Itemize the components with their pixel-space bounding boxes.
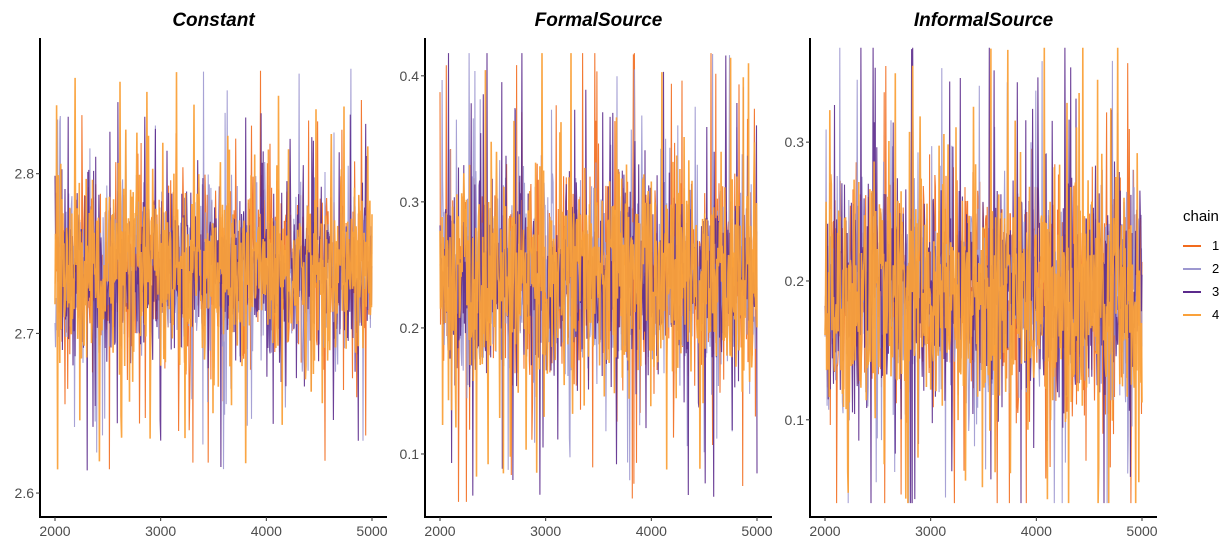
panel-formalsource: FormalSource 0.1 0.2 0.3 0.4 2000 3000 4000 5000 — [400, 10, 773, 539]
legend: chain 1 2 3 4 — [1183, 208, 1229, 326]
legend-swatch — [1183, 313, 1201, 316]
legend-item-chain-1: 1 — [1183, 234, 1229, 257]
panel-constant: Constant 2.6 2.7 2.8 2000 3000 4000 5000 — [15, 10, 388, 539]
y-tick-label: 0.1 — [785, 412, 805, 428]
legend-item-chain-4: 4 — [1183, 303, 1229, 326]
legend-item-chain-2: 2 — [1183, 257, 1229, 280]
panel-informalsource: InformalSource 0.1 0.2 0.3 2000 3000 4000 5000 — [785, 10, 1158, 539]
x-tick-label: 4000 — [636, 523, 667, 539]
panel-title-informalsource: InformalSource — [914, 10, 1054, 31]
y-tick-label: 0.3 — [785, 134, 805, 150]
x-tick-label: 5000 — [1126, 523, 1157, 539]
legend-label: 3 — [1212, 284, 1220, 299]
legend-label: 1 — [1212, 238, 1220, 253]
legend-items: 1 2 3 4 — [1183, 234, 1229, 326]
y-tick-label: 0.1 — [400, 446, 420, 462]
trace-chain-4 — [54, 72, 373, 470]
y-tick-label: 0.2 — [400, 320, 420, 336]
legend-title: chain — [1183, 208, 1219, 225]
x-tick-label: 4000 — [251, 523, 282, 539]
legend-swatch — [1183, 267, 1201, 270]
x-tick-label: 2000 — [424, 523, 455, 539]
trace-chain-4 — [439, 53, 758, 477]
x-tick-label: 5000 — [356, 523, 387, 539]
x-tick-label: 2000 — [39, 523, 70, 539]
x-tick-label: 3000 — [915, 523, 946, 539]
x-tick-label: 4000 — [1021, 523, 1052, 539]
panel-title-formalsource: FormalSource — [535, 10, 663, 31]
panel-title-constant: Constant — [172, 10, 255, 31]
y-tick-label: 2.7 — [15, 325, 35, 341]
legend-label: 2 — [1212, 261, 1220, 276]
legend-label: 4 — [1212, 307, 1220, 322]
legend-swatch — [1183, 244, 1201, 247]
y-tick-label: 0.3 — [400, 194, 420, 210]
legend-item-chain-3: 3 — [1183, 280, 1229, 303]
legend-swatch — [1183, 290, 1201, 293]
x-tick-label: 3000 — [145, 523, 176, 539]
y-tick-label: 2.6 — [15, 485, 35, 501]
x-tick-label: 5000 — [741, 523, 772, 539]
y-tick-label: 2.8 — [15, 166, 35, 182]
y-tick-label: 0.4 — [400, 68, 420, 84]
trace-chain-4 — [824, 47, 1143, 504]
y-tick-label: 0.2 — [785, 273, 805, 289]
x-tick-label: 3000 — [530, 523, 561, 539]
x-tick-label: 2000 — [809, 523, 840, 539]
